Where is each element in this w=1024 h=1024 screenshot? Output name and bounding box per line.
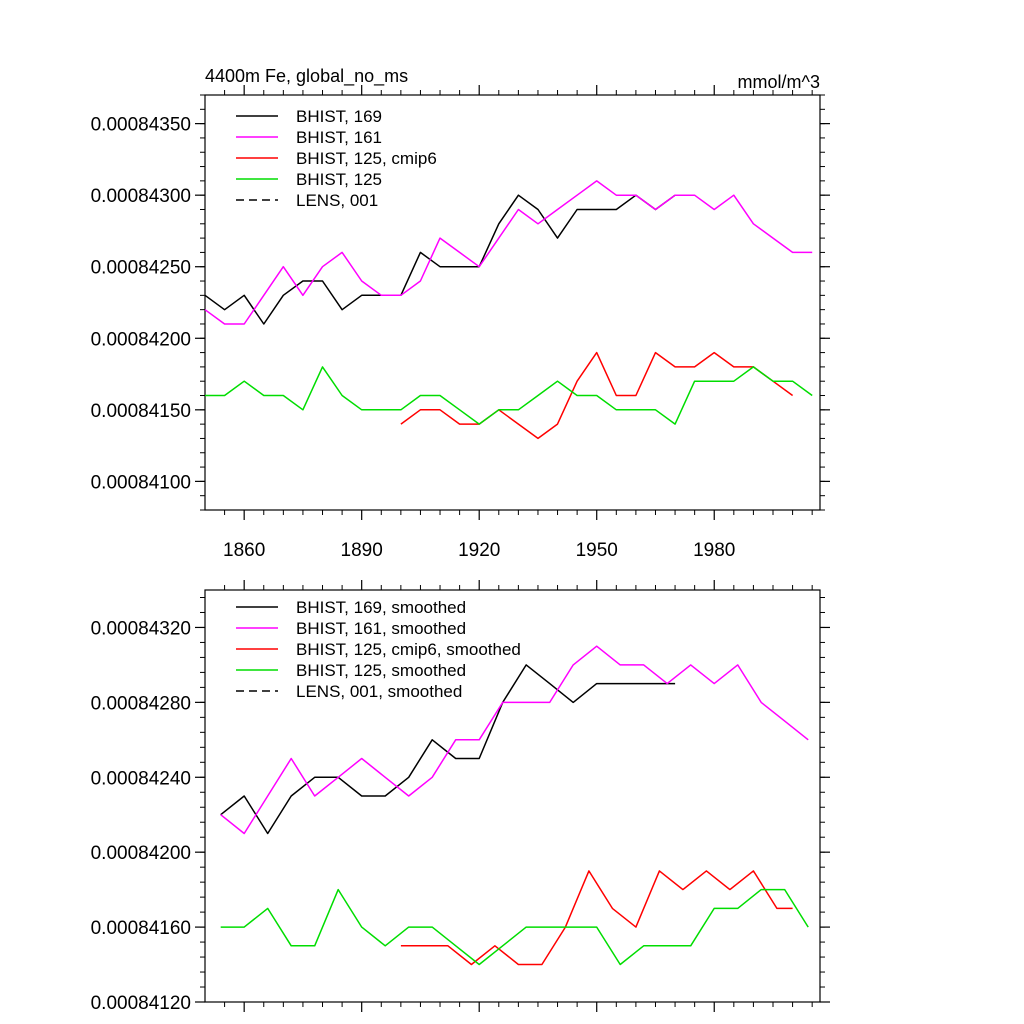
x-tick-labels-top: 1860 1890 1920 1950 1980 <box>223 540 735 561</box>
x-tick-label: 1890 <box>341 540 383 561</box>
series-top <box>204 180 813 440</box>
legend-label: BHIST, 125 <box>296 170 382 189</box>
chart-title: 4400m Fe, global_no_ms <box>205 66 408 87</box>
y-tick-label: 0.00084150 <box>91 401 191 422</box>
series-line-0 <box>220 664 676 835</box>
legend-label: BHIST, 161, smoothed <box>296 619 466 638</box>
series-line-3 <box>205 366 813 425</box>
series-line-3 <box>220 888 809 966</box>
x-tick-label: 1950 <box>576 540 618 561</box>
y-tick-labels-top: 0.00084100 0.00084150 0.00084200 0.00084… <box>91 115 191 494</box>
x-tick-label: 1980 <box>693 540 735 561</box>
series-line-2 <box>400 870 793 966</box>
y-tick-label: 0.00084200 <box>91 329 191 350</box>
y-tick-label: 0.00084120 <box>91 993 191 1014</box>
ticks-bottom <box>195 580 830 1012</box>
y-tick-label: 0.00084300 <box>91 186 191 207</box>
plot-frame-top <box>204 94 821 511</box>
series-line-2 <box>400 351 794 440</box>
y-tick-label: 0.00084100 <box>91 472 191 493</box>
legend-label: LENS, 001, smoothed <box>296 682 462 701</box>
legend-label: BHIST, 161 <box>296 128 382 147</box>
y-tick-label: 0.00084240 <box>91 768 191 789</box>
x-tick-label: 1860 <box>223 540 265 561</box>
series-line-0 <box>204 194 676 325</box>
legend-top: BHIST, 169 BHIST, 161 BHIST, 125, cmip6 … <box>236 107 437 210</box>
legend-label: BHIST, 169, smoothed <box>296 598 466 617</box>
legend-label: BHIST, 125, cmip6, smoothed <box>296 640 521 659</box>
series-line-1 <box>220 645 809 835</box>
y-tick-label: 0.00084160 <box>91 918 191 939</box>
panel-bottom: 0.00084120 0.00084160 0.00084200 0.00084… <box>91 580 830 1014</box>
y-tick-labels-bottom: 0.00084120 0.00084160 0.00084200 0.00084… <box>91 618 191 1014</box>
series-bottom <box>220 645 809 966</box>
legend-label: BHIST, 169 <box>296 107 382 126</box>
series-line-1 <box>204 180 813 325</box>
panel-top: 4400m Fe, global_no_ms mmol/m^3 0.000841… <box>91 66 830 561</box>
y-tick-label: 0.00084320 <box>91 618 191 639</box>
x-tick-label: 1920 <box>458 540 500 561</box>
units-label: mmol/m^3 <box>738 72 820 92</box>
plot-frame-bottom <box>204 589 821 1003</box>
legend-bottom: BHIST, 169, smoothed BHIST, 161, smoothe… <box>236 598 521 701</box>
legend-label: BHIST, 125, cmip6 <box>296 149 437 168</box>
ticks-top <box>195 85 830 520</box>
legend-label: BHIST, 125, smoothed <box>296 661 466 680</box>
y-tick-label: 0.00084250 <box>91 258 191 279</box>
legend-label: LENS, 001 <box>296 191 378 210</box>
y-tick-label: 0.00084350 <box>91 115 191 136</box>
y-tick-label: 0.00084200 <box>91 843 191 864</box>
y-tick-label: 0.00084280 <box>91 693 191 714</box>
